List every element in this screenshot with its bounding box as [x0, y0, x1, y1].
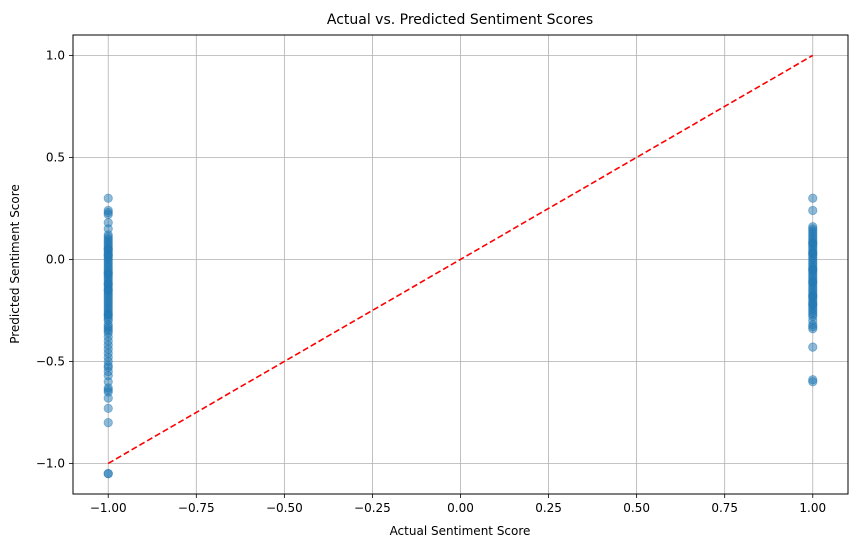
reference-line: [107, 54, 814, 465]
data-point: [103, 193, 113, 203]
x-tick-label: −0.75: [178, 501, 215, 515]
data-point: [808, 342, 818, 352]
data-point: [808, 238, 818, 248]
x-tick-label: 0.50: [623, 501, 650, 515]
y-tick-label: 1.0: [46, 48, 65, 62]
data-point: [808, 193, 818, 203]
grid: [73, 35, 848, 494]
data-point: [808, 299, 818, 309]
data-point: [808, 264, 818, 275]
data-point: [103, 383, 113, 393]
data-point: [103, 403, 113, 413]
x-tick-label: −0.50: [266, 501, 303, 515]
y-tick-label: −1.0: [36, 456, 65, 470]
data-point: [103, 250, 113, 260]
data-point: [808, 309, 818, 320]
x-tick-label: 1.00: [799, 501, 826, 515]
y-tick-label: −0.5: [36, 354, 65, 368]
y-tick-label: 0.0: [46, 252, 65, 266]
x-axis-label: Actual Sentiment Score: [390, 524, 531, 538]
x-tick-label: −0.25: [354, 501, 391, 515]
x-tick-label: −1.00: [90, 501, 127, 515]
chart-title: Actual vs. Predicted Sentiment Scores: [327, 12, 593, 28]
x-tick-label: 0.00: [447, 501, 474, 515]
data-point: [808, 248, 818, 258]
y-axis-label: Predicted Sentiment Score: [8, 184, 22, 344]
data-point: [103, 269, 113, 279]
data-point: [808, 277, 818, 287]
data-point: [808, 205, 818, 216]
data-point: [808, 291, 818, 301]
x-tick-label: 0.75: [711, 501, 738, 515]
data-point: [103, 393, 113, 403]
data-point: [103, 285, 113, 295]
data-points: [103, 193, 818, 479]
reference-line-group: [107, 54, 814, 465]
data-point: [808, 226, 818, 236]
data-point: [103, 322, 113, 332]
data-point: [103, 209, 113, 220]
y-tick-label: 0.5: [46, 150, 65, 164]
data-point: [103, 468, 113, 479]
x-tick-label: 0.25: [535, 501, 562, 515]
data-point: [103, 417, 113, 428]
data-point: [808, 377, 818, 387]
data-point: [103, 309, 113, 320]
y-axis-ticks: −1.0 −0.5 0.0 0.5 1.0: [36, 48, 73, 470]
x-axis-ticks: −1.00 −0.75 −0.50 −0.25 0.00 0.25 0.50 0.75 1.00: [90, 494, 826, 515]
data-point: [808, 324, 818, 334]
